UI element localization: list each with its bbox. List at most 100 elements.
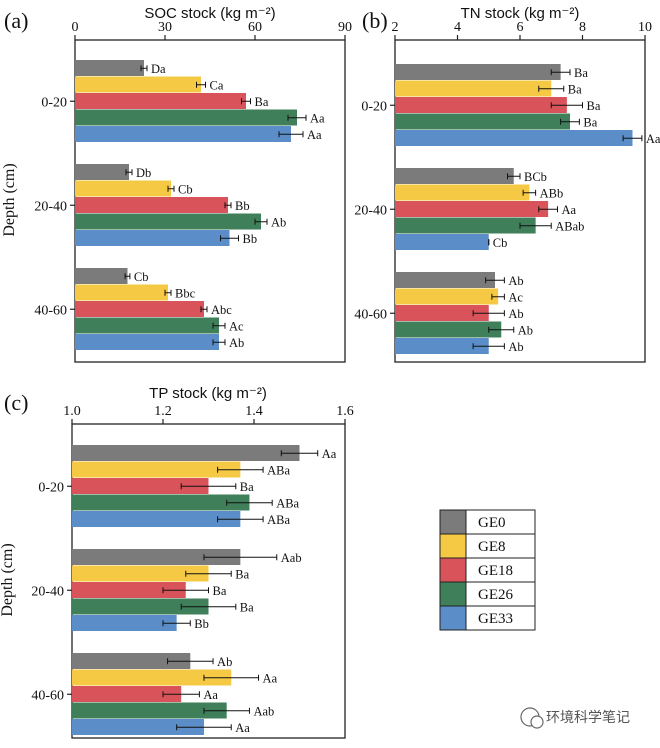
legend-swatch-GE26	[439, 581, 467, 607]
legend-label: GE18	[478, 563, 513, 579]
x-tick-label: 6	[517, 20, 524, 35]
bar-GE26	[72, 494, 250, 511]
bar-GE26	[72, 702, 227, 719]
bar-GE18	[75, 301, 204, 317]
significance-label: Aa	[235, 721, 250, 735]
bar-GE33	[395, 234, 489, 250]
bar-GE33	[75, 230, 230, 246]
significance-label: Ab	[271, 215, 286, 229]
significance-label: Cb	[134, 270, 149, 284]
bar-GE8	[75, 180, 171, 197]
y-tick-label: 0-20	[41, 95, 67, 110]
y-axis-label: Depth (cm)	[1, 163, 18, 236]
y-tick-label: 0-20	[38, 480, 64, 495]
bar-GE26	[75, 109, 297, 126]
bar-GE26	[75, 317, 219, 334]
panel-label: (a)	[4, 8, 28, 33]
bar-GE18	[72, 582, 186, 598]
legend-label: GE26	[478, 587, 513, 603]
bar-GE0	[72, 653, 191, 669]
bar-GE26	[395, 113, 570, 130]
significance-label: Abc	[211, 303, 232, 317]
significance-label: Aa	[310, 111, 325, 125]
significance-label: ABa	[267, 463, 290, 477]
significance-label: Bbc	[175, 286, 196, 300]
significance-label: Aa	[322, 447, 337, 461]
bar-GE0	[72, 445, 300, 461]
x-tick-label: 1.0	[63, 404, 81, 419]
panel-label: (c)	[4, 390, 28, 415]
y-tick-label: 40-60	[34, 303, 67, 318]
y-tick-label: 40-60	[354, 307, 387, 322]
legend-label: GE0	[478, 515, 506, 531]
significance-label: Bb	[243, 232, 258, 246]
significance-label: Ac	[229, 319, 244, 333]
significance-label: Ba	[213, 584, 227, 598]
bar-GE8	[75, 76, 201, 93]
significance-label: Cb	[178, 182, 193, 196]
bar-GE8	[72, 669, 232, 686]
significance-label: Aa	[263, 671, 278, 685]
significance-label: Aa	[203, 688, 218, 702]
significance-label: ABab	[555, 219, 584, 233]
significance-label: Ab	[518, 323, 533, 337]
axis-title: SOC stock (kg m⁻²)	[144, 5, 275, 22]
legend-swatch-GE8	[439, 533, 467, 559]
x-tick-label: 1.4	[245, 404, 263, 419]
bar-GE18	[75, 197, 228, 213]
x-tick-label: 10	[638, 20, 652, 35]
bar-GE33	[72, 719, 204, 735]
significance-label: Ab	[217, 655, 232, 669]
significance-label: ABa	[267, 513, 290, 527]
significance-label: ABa	[276, 496, 299, 510]
legend-swatch-GE0	[439, 509, 467, 535]
wechat-icon-small	[530, 715, 544, 729]
bar-GE18	[75, 93, 246, 109]
bar-GE8	[395, 288, 499, 305]
bar-GE0	[75, 164, 129, 180]
significance-label: Bb	[235, 199, 250, 213]
watermark: 环境科学笔记	[520, 707, 630, 729]
bar-GE26	[72, 598, 209, 615]
x-tick-label: 90	[338, 20, 352, 35]
significance-label: Ba	[568, 82, 582, 96]
legend-swatch-GE18	[439, 557, 467, 583]
watermark-text: 环境科学笔记	[546, 709, 630, 725]
y-tick-label: 0-20	[361, 99, 387, 114]
bar-GE33	[75, 126, 291, 142]
significance-label: Ab	[229, 336, 244, 350]
bar-GE33	[395, 130, 633, 146]
axis-title: TN stock (kg m⁻²)	[461, 5, 580, 22]
x-tick-label: 4	[454, 20, 461, 35]
bar-GE8	[395, 184, 530, 201]
bar-GE0	[395, 272, 495, 288]
bar-GE0	[395, 168, 514, 184]
significance-label: Ba	[583, 115, 597, 129]
legend-label: GE8	[478, 539, 506, 555]
significance-label: Db	[136, 166, 151, 180]
bar-GE33	[395, 338, 489, 354]
significance-label: Bb	[194, 617, 209, 631]
x-tick-label: 8	[579, 20, 586, 35]
significance-label: Aa	[646, 132, 660, 146]
significance-label: Ab	[508, 307, 523, 321]
y-tick-label: 40-60	[31, 688, 64, 703]
legend-swatch-GE33	[439, 605, 467, 631]
bar-GE26	[75, 213, 261, 230]
bar-GE18	[395, 305, 489, 321]
significance-label: Ba	[240, 600, 254, 614]
significance-label: Ca	[210, 78, 224, 92]
bar-GE0	[75, 60, 144, 76]
chart-panel-2: (b) TN stock (kg m⁻²) 2 4 6 8 10 Ba Ba Ba Ba Aa 0-20…	[354, 5, 660, 363]
significance-label: Ba	[587, 99, 601, 113]
bar-GE33	[72, 615, 177, 631]
significance-label: Ab	[508, 274, 523, 288]
significance-label: Cb	[493, 236, 508, 250]
bar-GE0	[395, 64, 561, 80]
x-tick-label: 60	[248, 20, 262, 35]
significance-label: Aa	[562, 203, 577, 217]
axis-title: TP stock (kg m⁻²)	[149, 385, 267, 402]
significance-label: Ba	[255, 95, 269, 109]
bar-GE0	[75, 268, 128, 284]
